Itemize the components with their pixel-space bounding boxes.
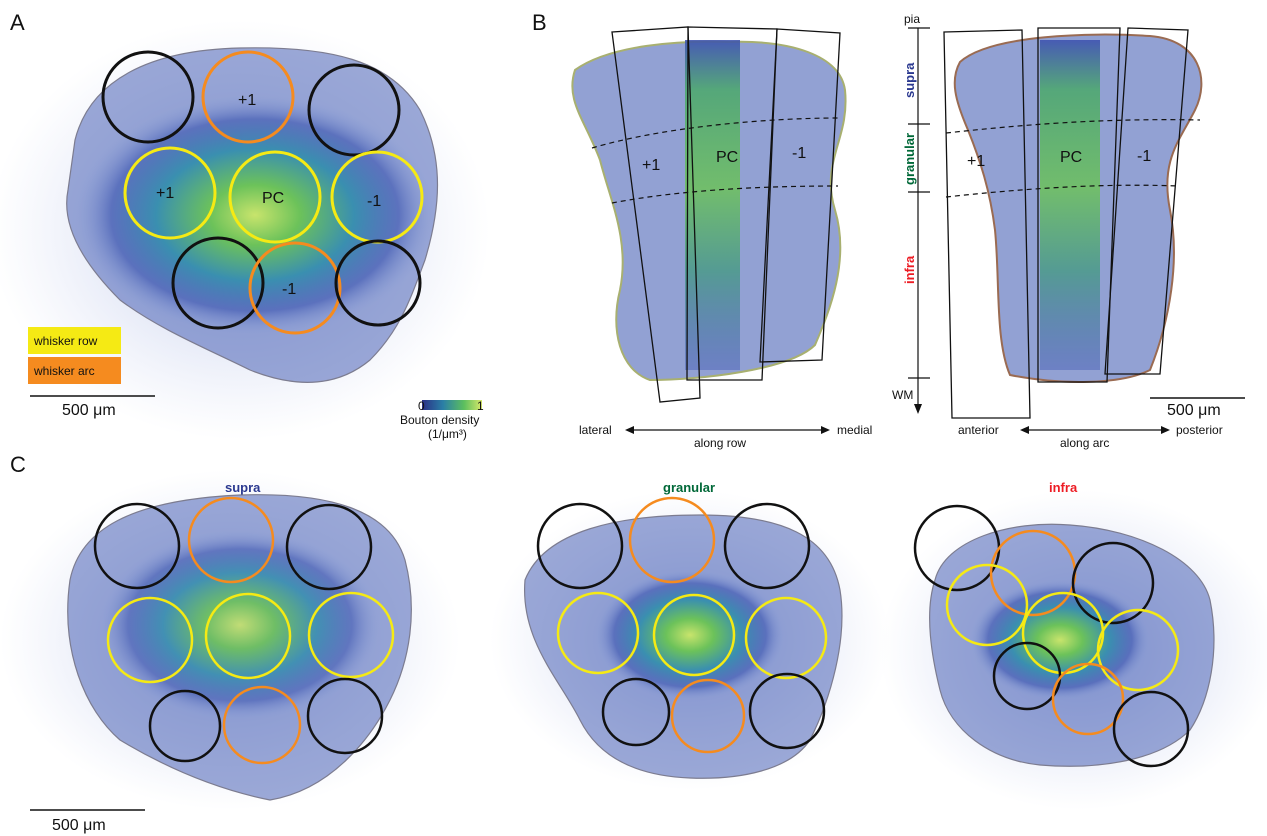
panel-a-barrel-rings [101,50,424,335]
panel-c-infra [880,490,1267,810]
scale-bar-b-label: 500 μm [1167,402,1221,419]
label-b-arc-minus: -1 [1137,148,1151,165]
legend-arc-label: whisker arc [33,364,95,378]
colorbar-min: 0 [418,399,425,413]
label-b-row-minus: -1 [792,145,806,162]
title-c-granular: granular [663,480,715,495]
label-row-plus: +1 [156,185,174,202]
label-along-row: along row [694,436,746,450]
depth-axis: pia WM supra granular infra [892,12,930,414]
colorbar-title: Bouton density [400,413,479,427]
colorbar-gradient [422,400,482,410]
scale-bar-a-label: 500 μm [62,402,116,419]
legend-row-swatch [28,327,121,354]
panel-label-c: C [10,452,26,477]
panel-b-row-section [571,26,847,403]
label-medial: medial [837,423,872,437]
panel-c-granular-rings [536,496,828,754]
label-pia: pia [904,12,920,26]
label-layer-granular: granular [902,133,917,185]
label-b-arc-plus: +1 [967,153,985,170]
legend-row-label: whisker row [33,334,98,348]
label-arc-minus: -1 [282,281,296,298]
label-wm: WM [892,388,913,402]
panel-c-granular [490,490,890,790]
colorbar: 0 1 Bouton density (1/μm³) [400,399,484,441]
axis-along-arc: anterior along arc posterior [958,423,1223,450]
label-pc-a: PC [262,190,284,207]
scale-bar-c-label: 500 μm [52,817,106,834]
panel-c-supra [0,470,460,810]
label-along-arc: along arc [1060,436,1109,450]
label-b-arc-pc: PC [1060,149,1082,166]
whisker-legend: whisker row whisker arc [28,327,121,384]
panel-label-b: B [532,10,547,35]
panel-b-arc-section [943,27,1203,419]
title-c-infra: infra [1049,480,1078,495]
legend-arc-swatch [28,357,121,384]
panel-c-infra-rings [913,504,1190,768]
label-row-minus: -1 [367,193,381,210]
panel-c-supra-rings [93,496,395,765]
colorbar-unit: (1/μm³) [428,427,467,441]
label-layer-supra: supra [902,62,917,98]
label-anterior: anterior [958,423,999,437]
panel-label-a: A [10,10,25,35]
title-c-supra: supra [225,480,261,495]
label-posterior: posterior [1176,423,1223,437]
label-b-row-plus: +1 [642,157,660,174]
label-arc-plus: +1 [238,92,256,109]
label-lateral: lateral [579,423,612,437]
label-b-row-pc: PC [716,149,738,166]
axis-along-row: lateral along row medial [579,423,872,450]
label-layer-infra: infra [902,255,917,284]
colorbar-max: 1 [477,399,484,413]
